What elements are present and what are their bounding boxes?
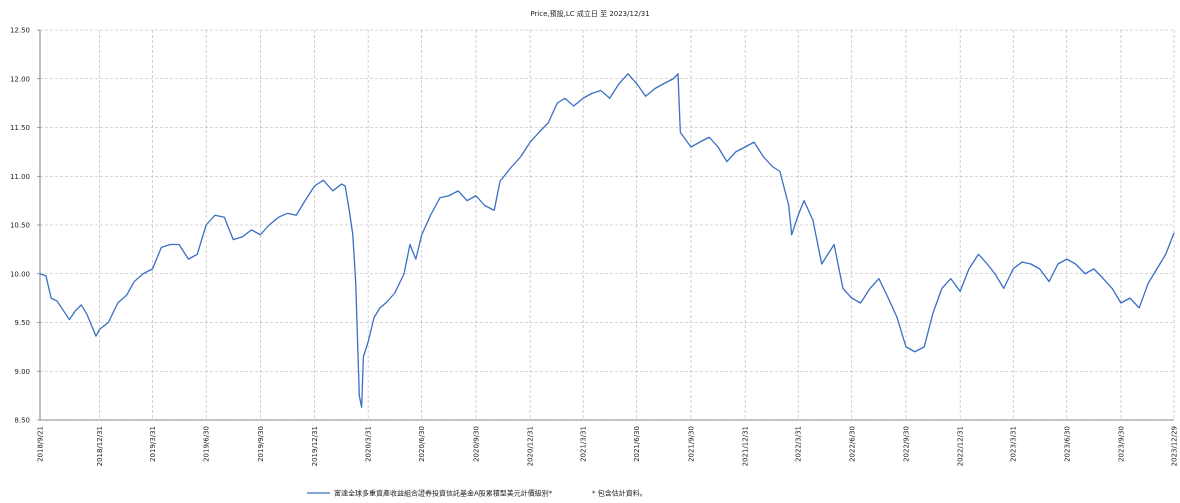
y-tick-label: 10.00 (10, 270, 30, 278)
x-tick-label: 2022/3/31 (795, 426, 803, 462)
y-tick-label: 10.50 (10, 222, 30, 230)
x-tick-label: 2020/12/31 (527, 426, 535, 466)
x-tick-label: 2018/12/31 (96, 426, 104, 466)
x-tick-label: 2019/9/30 (257, 426, 265, 462)
x-tick-label: 2019/12/31 (311, 426, 319, 466)
x-tick-label: 2020/3/31 (365, 426, 373, 462)
y-tick-label: 12.50 (10, 27, 30, 35)
x-tick-label: 2023/6/30 (1063, 426, 1071, 462)
x-tick-label: 2020/6/30 (418, 426, 426, 462)
legend-note: * 包含估計資料。 (592, 489, 647, 498)
x-tick-label: 2023/9/30 (1117, 426, 1125, 462)
y-tick-label: 9.50 (14, 319, 30, 327)
legend-label: 富達全球多重資產收益組合證券投資信託基金A股累積型美元計價級別* (334, 489, 553, 498)
line-series (39, 73, 1175, 408)
x-tick-label: 2023/12/29 (1171, 426, 1179, 466)
x-tick-label: 2022/9/30 (902, 426, 910, 462)
y-tick-label: 8.50 (14, 417, 30, 425)
y-tick-label: 9.00 (14, 368, 30, 376)
x-tick-label: 2021/6/30 (633, 426, 641, 462)
x-tick-label: 2022/12/31 (957, 426, 965, 466)
y-tick-label: 11.00 (10, 173, 30, 181)
x-tick-label: 2023/3/31 (1010, 426, 1018, 462)
y-tick-label: 12.00 (10, 75, 30, 83)
x-tick-label: 2021/9/30 (687, 426, 695, 462)
x-tick-label: 2021/3/31 (580, 426, 588, 462)
x-tick-label: 2019/3/31 (149, 426, 157, 462)
y-tick-label: 11.50 (10, 124, 30, 132)
x-tick-label: 2020/9/30 (472, 426, 480, 462)
x-tick-label: 2021/12/31 (742, 426, 750, 466)
chart-title: Price,預設,LC 成立日 至 2023/12/31 (530, 9, 649, 18)
x-tick-label: 2019/6/30 (203, 426, 211, 462)
x-tick-label: 2018/9/21 (37, 426, 45, 462)
x-tick-label: 2022/6/30 (848, 426, 856, 462)
